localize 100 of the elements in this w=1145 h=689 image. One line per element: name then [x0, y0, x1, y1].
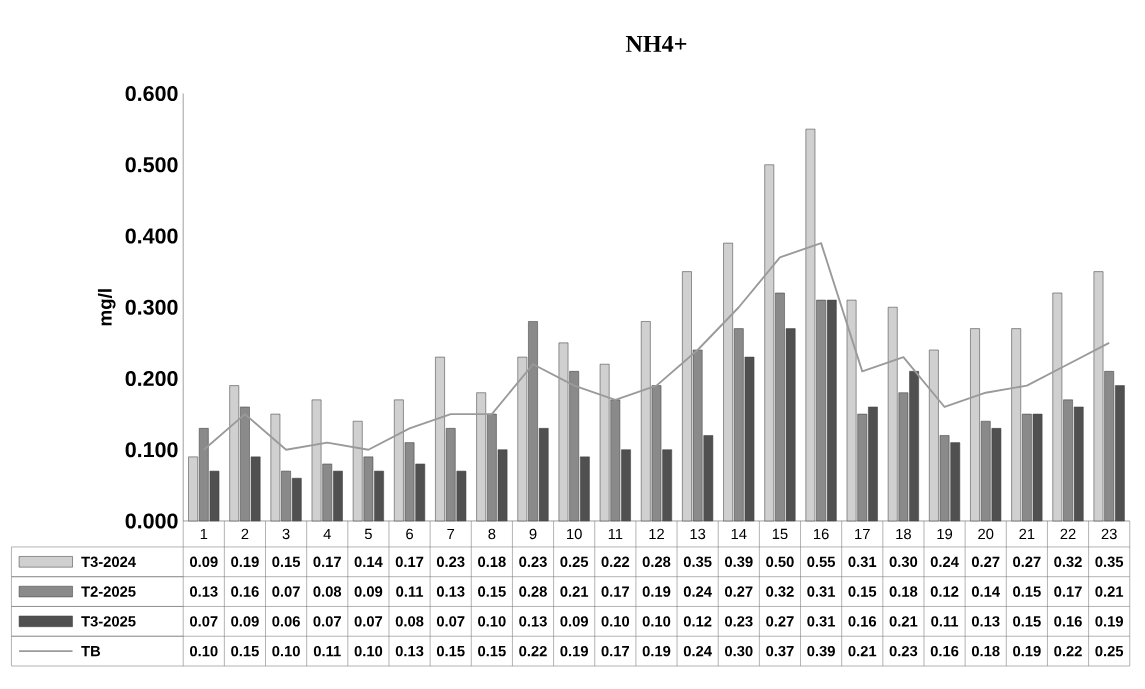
data-label: 0.50 [766, 556, 794, 568]
data-label: 0.15 [848, 586, 877, 597]
y-tick-label: 0.600 [125, 85, 178, 102]
data-label: 0.19 [560, 645, 588, 657]
data-label: 0.30 [889, 556, 918, 568]
data-label: 0.13 [436, 586, 465, 597]
data-label: 0.15 [478, 645, 506, 657]
x-tick-label: 23 [1101, 528, 1117, 540]
data-label: 0.08 [313, 586, 342, 597]
data-label: 0.17 [601, 586, 630, 597]
data-label: 0.07 [313, 616, 341, 627]
data-label: 0.15 [1013, 616, 1041, 627]
x-tick-label: 15 [772, 528, 788, 540]
legend-label: T2-2025 [81, 586, 136, 597]
y-tick-label: 0.400 [125, 228, 178, 244]
data-label: 0.25 [560, 556, 589, 568]
x-tick-label: 3 [282, 528, 290, 540]
data-label: 0.19 [231, 556, 259, 568]
legend-label: T3-2025 [81, 616, 136, 627]
data-label: 0.22 [601, 556, 630, 568]
data-label: 0.07 [272, 586, 300, 597]
data-label: 0.21 [560, 586, 589, 597]
data-label: 0.16 [848, 616, 877, 627]
data-label: 0.09 [231, 616, 259, 627]
data-label: 0.19 [642, 645, 671, 657]
data-label: 0.35 [683, 556, 712, 568]
data-label: 0.24 [683, 645, 712, 657]
data-label: 0.15 [478, 586, 506, 597]
data-label: 0.24 [683, 586, 712, 597]
data-label: 0.08 [395, 616, 424, 627]
data-label: 0.19 [1095, 616, 1123, 627]
data-label: 0.07 [436, 616, 465, 627]
x-tick-label: 13 [690, 528, 706, 540]
data-label: 0.35 [1095, 556, 1124, 568]
line-series [202, 242, 1111, 451]
data-label: 0.09 [560, 616, 588, 627]
x-tick-label: 20 [978, 528, 994, 540]
data-label: 0.16 [930, 645, 959, 657]
data-label: 0.10 [354, 645, 383, 657]
chart-title: NH4+ [625, 35, 687, 52]
data-label: 0.28 [519, 586, 547, 597]
x-tick-label: 1 [200, 528, 208, 540]
y-tick-label: 0.100 [125, 442, 178, 458]
data-label: 0.11 [396, 586, 424, 597]
data-label: 0.22 [519, 645, 547, 657]
x-tick-label: 8 [488, 528, 496, 540]
data-label: 0.21 [848, 645, 877, 657]
data-label: 0.25 [1095, 645, 1124, 657]
data-label: 0.10 [601, 616, 630, 627]
x-tick-label: 2 [241, 528, 249, 540]
data-label: 0.07 [354, 616, 383, 627]
data-label: 0.19 [642, 586, 671, 597]
data-label: 0.12 [930, 586, 959, 597]
data-label: 0.16 [231, 586, 259, 597]
x-tick-label: 5 [364, 528, 372, 540]
data-label: 0.27 [766, 616, 794, 627]
x-tick-label: 7 [447, 528, 455, 540]
data-label: 0.19 [1013, 645, 1041, 657]
x-tick-label: 18 [896, 528, 911, 540]
data-label: 0.30 [725, 645, 753, 657]
legend-label: TB [81, 646, 101, 657]
data-label: 0.55 [807, 556, 836, 568]
x-tick-label: 10 [567, 528, 582, 540]
data-label: 0.23 [725, 616, 753, 627]
data-label: 0.09 [354, 586, 383, 597]
data-label: 0.10 [190, 645, 218, 657]
x-tick-label: 12 [649, 528, 664, 540]
x-tick-label: 11 [608, 528, 623, 540]
x-tick-label: 21 [1019, 528, 1035, 540]
data-label: 0.07 [190, 616, 218, 627]
data-label: 0.15 [272, 556, 301, 568]
data-label: 0.09 [190, 556, 218, 568]
data-label: 0.10 [642, 616, 671, 627]
data-label: 0.21 [889, 616, 918, 627]
y-tick-label: 0.200 [125, 370, 178, 387]
data-label: 0.17 [395, 556, 424, 568]
data-label: 0.23 [519, 556, 547, 568]
x-tick-label: 22 [1060, 528, 1076, 540]
data-label: 0.21 [1095, 586, 1124, 597]
data-label: 0.39 [807, 645, 835, 657]
x-tick-label: 16 [814, 528, 829, 540]
y-axis-title: mg/l [97, 289, 116, 326]
data-label: 0.27 [725, 586, 753, 597]
data-label: 0.13 [190, 586, 218, 597]
x-tick-label: 19 [937, 528, 953, 540]
data-label: 0.17 [601, 645, 630, 657]
x-tick-label: 9 [529, 528, 537, 540]
data-label: 0.31 [807, 586, 836, 597]
data-label: 0.14 [971, 586, 1000, 597]
data-label: 0.22 [1054, 645, 1082, 657]
data-label: 0.12 [683, 616, 712, 627]
data-label: 0.28 [642, 556, 671, 568]
legend-label: T3-2024 [81, 556, 136, 568]
data-label: 0.27 [971, 556, 1000, 568]
data-label: 0.37 [766, 645, 794, 657]
data-label: 0.32 [766, 586, 794, 597]
x-tick-label: 17 [855, 528, 870, 540]
data-label: 0.17 [1054, 586, 1082, 597]
data-label: 0.10 [478, 616, 506, 627]
x-tick-label: 14 [731, 528, 747, 540]
